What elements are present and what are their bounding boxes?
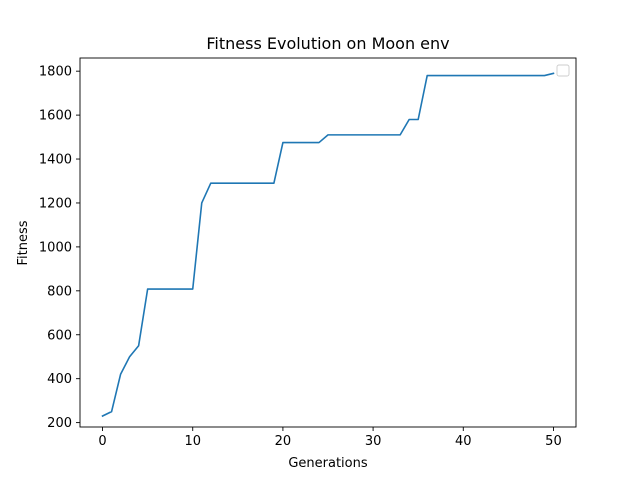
y-tick-label: 600 xyxy=(47,328,72,343)
chart-title: Fitness Evolution on Moon env xyxy=(206,34,449,53)
x-tick-label: 10 xyxy=(184,434,201,449)
y-tick-label: 1200 xyxy=(39,196,72,211)
x-tick-label: 40 xyxy=(455,434,472,449)
y-tick-label: 1600 xyxy=(39,109,72,124)
x-axis-label: Generations xyxy=(288,456,368,471)
y-tick-label: 1000 xyxy=(39,240,72,255)
legend-box xyxy=(556,64,570,77)
series-line xyxy=(101,72,555,418)
y-tick-label: 400 xyxy=(47,372,72,387)
x-tick-label: 0 xyxy=(98,434,106,449)
x-tick-label: 30 xyxy=(365,434,382,449)
y-tick-label: 1800 xyxy=(39,65,72,80)
x-tick-label: 50 xyxy=(545,434,562,449)
y-tick-label: 200 xyxy=(47,416,72,431)
y-tick-label: 1400 xyxy=(39,153,72,168)
x-tick-label: 20 xyxy=(275,434,292,449)
axes-frame xyxy=(79,57,577,428)
y-tick-label: 800 xyxy=(47,284,72,299)
plot-area: 0 10 20 30 40 50 200 400 600 800 1000 1200 1400 1600 1… xyxy=(39,57,577,449)
y-axis-label: Fitness xyxy=(16,220,31,265)
